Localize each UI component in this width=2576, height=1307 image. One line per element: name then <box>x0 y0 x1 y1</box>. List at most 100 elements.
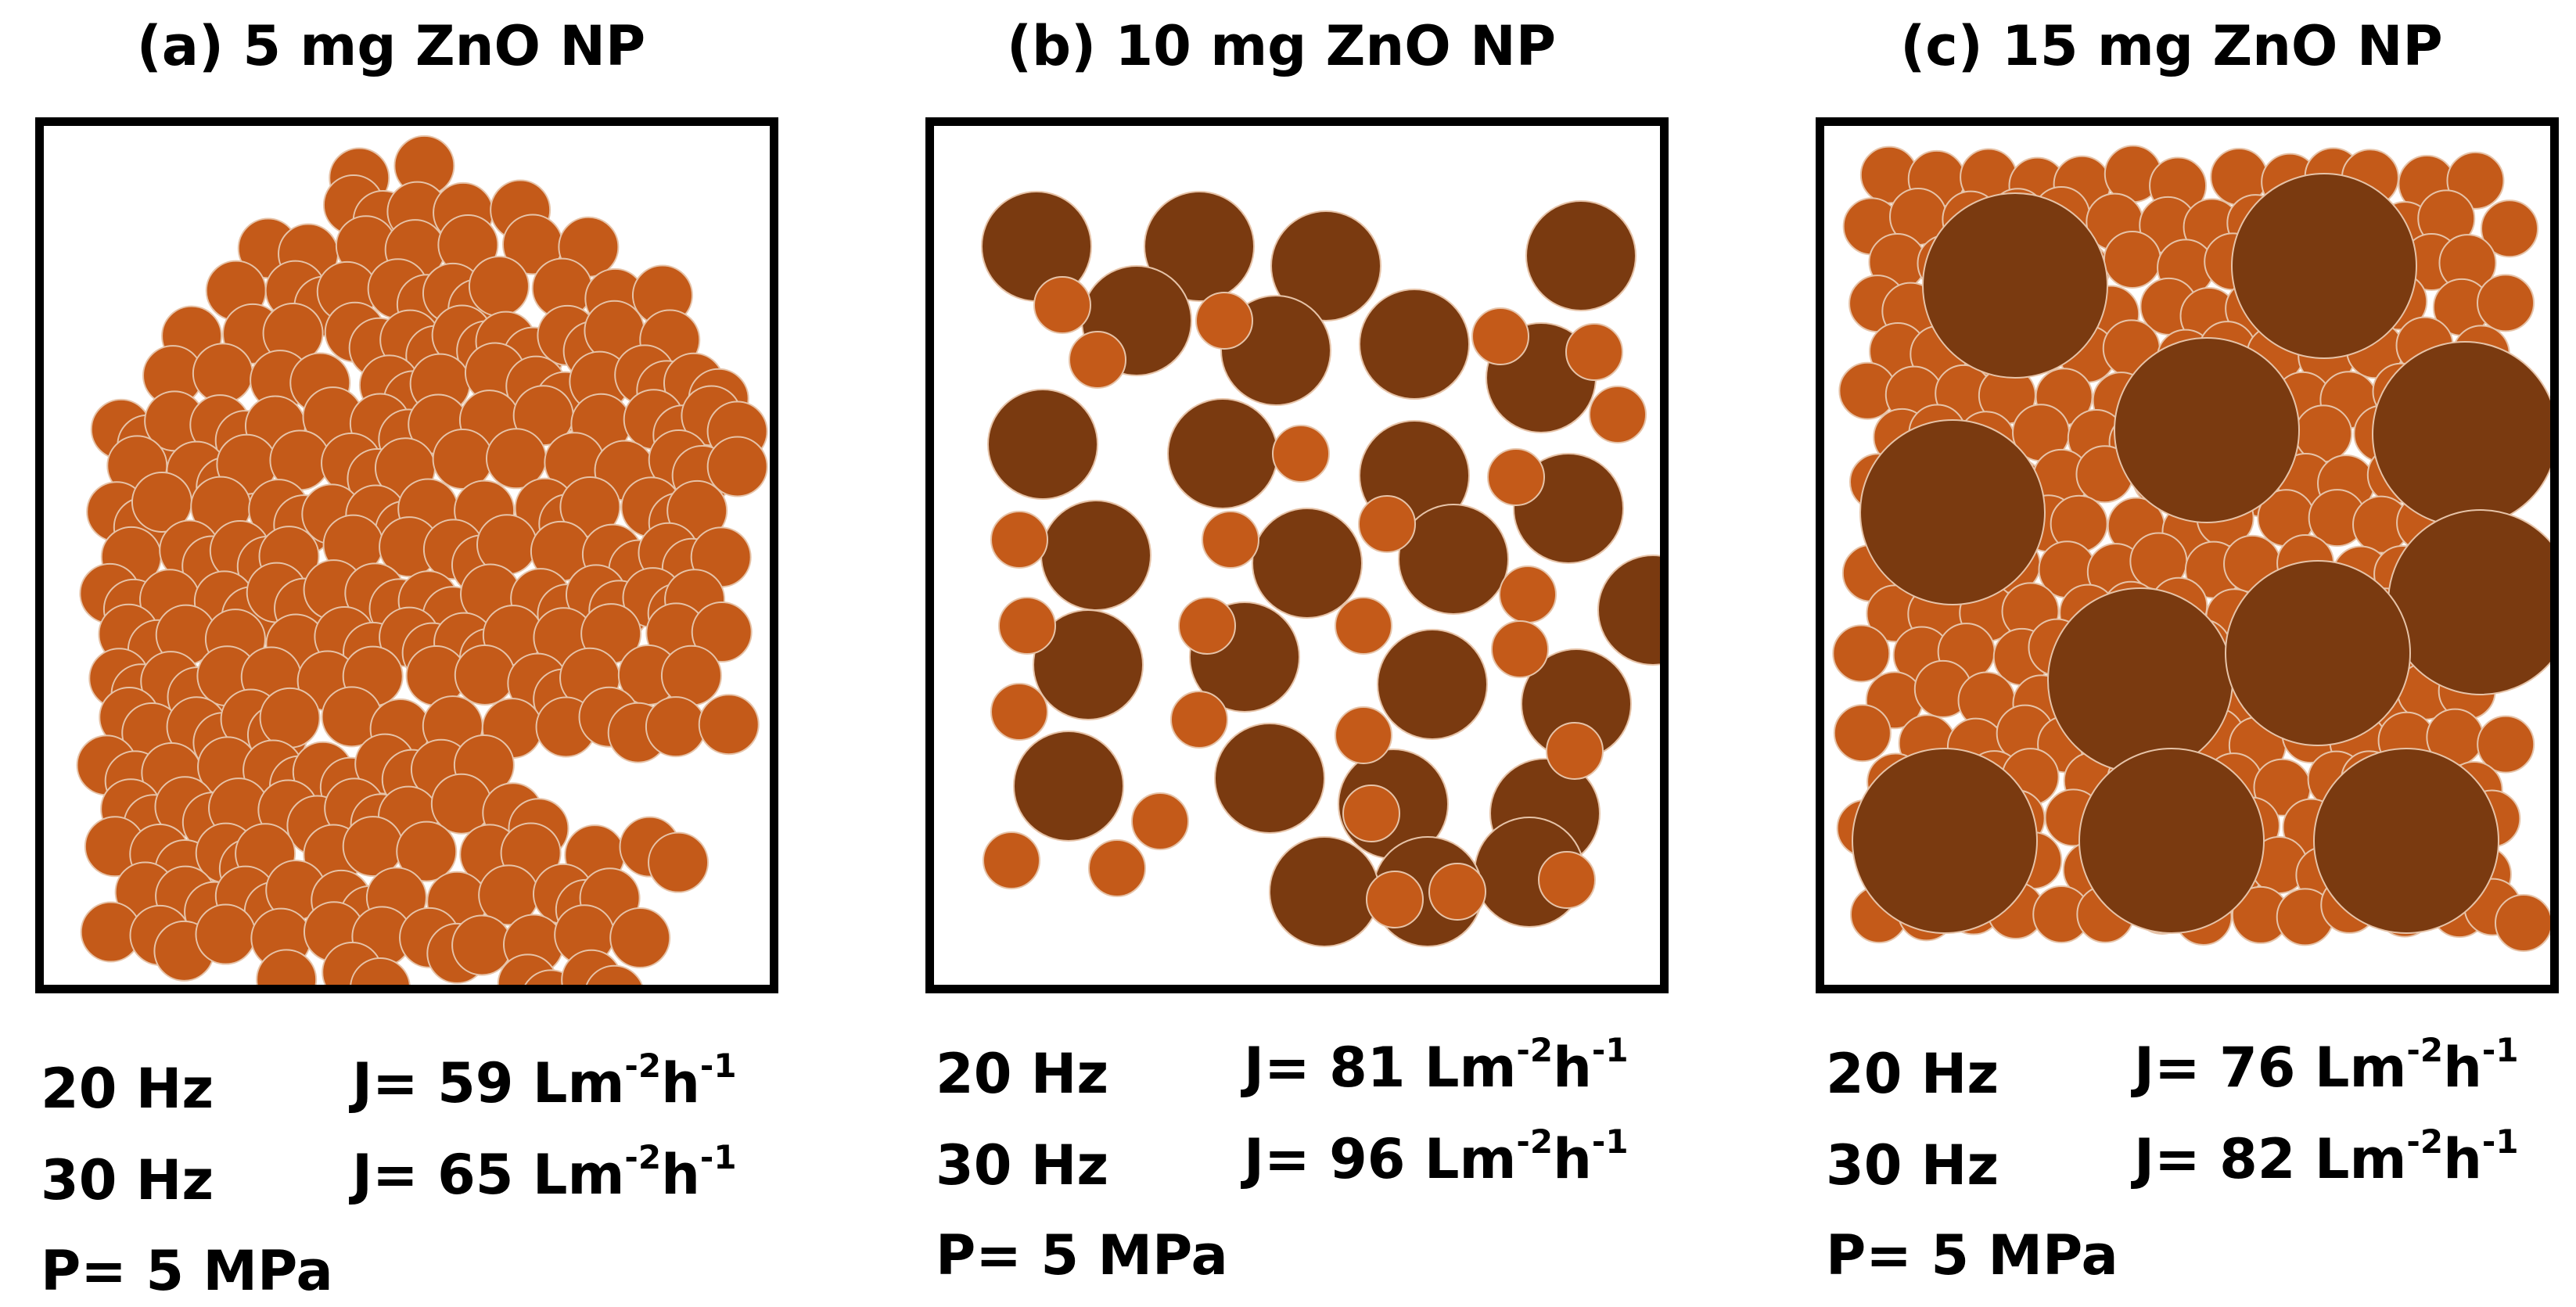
small-particle <box>451 914 513 976</box>
small-particle <box>1358 495 1416 553</box>
small-particle <box>1131 792 1189 850</box>
small-particle <box>1833 704 1892 763</box>
small-particle <box>1538 851 1596 909</box>
small-particle <box>1546 722 1604 780</box>
large-particle <box>1359 289 1470 400</box>
large-particle <box>1597 555 1660 666</box>
small-particle <box>454 644 516 706</box>
small-particle <box>1033 276 1091 334</box>
panel-a-freq-20: 20 Hz <box>41 1057 214 1121</box>
small-particle <box>396 820 458 882</box>
small-particle <box>1202 511 1259 569</box>
small-particle <box>998 597 1056 655</box>
large-particle <box>1922 192 2108 379</box>
large-particle <box>1377 629 1488 740</box>
large-particle <box>1270 210 1381 321</box>
small-particle <box>1366 871 1424 928</box>
panel-c-frame <box>1816 117 2559 993</box>
panel-c-flux-30: J= 82 Lm-2h-1 <box>2134 1122 2519 1191</box>
small-particle <box>1272 425 1330 483</box>
small-particle <box>1491 620 1549 678</box>
small-particle <box>259 687 321 749</box>
panel-a-frame <box>35 117 778 993</box>
large-particle <box>1852 748 2038 934</box>
panel-a: (a) 5 mg ZnO NP 20 Hz J= 59 Lm-2h-1 30 H… <box>0 0 782 1307</box>
small-particle <box>645 696 706 758</box>
panel-a-title: (a) 5 mg ZnO NP <box>136 14 646 78</box>
small-particle <box>2477 274 2535 332</box>
large-particle <box>1013 731 1124 842</box>
small-particle <box>2103 230 2161 289</box>
panel-a-flux-30: J= 65 Lm-2h-1 <box>352 1138 737 1207</box>
panel-a-flux-20: J= 59 Lm-2h-1 <box>352 1047 737 1115</box>
small-particle <box>2495 894 2550 952</box>
small-particle <box>195 903 257 965</box>
large-particle <box>2387 509 2550 695</box>
small-particle <box>256 949 318 985</box>
small-particle <box>2477 715 2535 774</box>
large-particle <box>2225 560 2411 746</box>
large-particle <box>2313 748 2499 934</box>
panel-c: (c) 15 mg ZnO NP 20 Hz J= 76 Lm-2h-1 30 … <box>1780 0 2563 1307</box>
panel-c-flux-20: J= 76 Lm-2h-1 <box>2134 1031 2519 1100</box>
panel-b-title: (b) 10 mg ZnO NP <box>1006 14 1557 78</box>
small-particle <box>1832 624 1891 683</box>
panel-c-freq-30: 30 Hz <box>1826 1133 1999 1197</box>
large-particle <box>1214 723 1325 834</box>
large-particle <box>1398 504 1509 615</box>
panel-c-freq-20: 20 Hz <box>1826 1042 1999 1106</box>
large-particle <box>1033 609 1144 720</box>
panel-c-title: (c) 15 mg ZnO NP <box>1900 14 2443 78</box>
panel-b-pressure: P= 5 MPa <box>936 1223 1228 1287</box>
large-particle <box>1269 836 1380 947</box>
small-particle <box>660 645 722 706</box>
small-particle <box>1170 691 1228 749</box>
large-particle <box>1525 200 1636 311</box>
small-particle <box>990 683 1048 741</box>
small-particle <box>2481 199 2539 258</box>
small-particle <box>698 694 760 756</box>
large-particle <box>987 389 1098 500</box>
panel-c-particles <box>1832 145 2550 952</box>
small-particle <box>1342 785 1400 842</box>
panel-a-particles <box>76 135 768 985</box>
small-particle <box>1589 386 1647 443</box>
large-particle <box>1144 191 1255 302</box>
small-particle <box>691 601 753 663</box>
small-particle <box>706 436 768 497</box>
small-particle <box>1428 863 1486 921</box>
small-particle <box>1088 839 1146 897</box>
small-particle <box>468 256 530 318</box>
large-particle <box>2114 337 2300 523</box>
panel-b-freq-20: 20 Hz <box>936 1042 1109 1106</box>
small-particle <box>609 907 671 969</box>
small-particle <box>1335 706 1392 764</box>
panel-c-pressure: P= 5 MPa <box>1826 1223 2118 1287</box>
small-particle <box>990 511 1048 569</box>
small-particle <box>1565 323 1623 381</box>
panel-a-pressure: P= 5 MPa <box>41 1239 333 1303</box>
large-particle <box>2078 748 2265 934</box>
large-particle <box>2372 341 2550 527</box>
panel-b-flux-20: J= 81 Lm-2h-1 <box>1244 1031 1629 1100</box>
panel-b-particles <box>981 191 1660 947</box>
small-particle <box>585 964 643 985</box>
panel-b-freq-30: 30 Hz <box>936 1133 1109 1197</box>
small-particle <box>1195 292 1253 350</box>
small-particle <box>350 957 411 985</box>
large-particle <box>1167 398 1278 509</box>
panel-b-flux-30: J= 96 Lm-2h-1 <box>1244 1122 1629 1191</box>
small-particle <box>983 831 1040 889</box>
large-particle <box>1252 508 1363 619</box>
large-particle <box>2047 587 2233 774</box>
panel-b-frame <box>925 117 1669 993</box>
large-particle <box>2231 173 2417 359</box>
panel-b: (b) 10 mg ZnO NP 20 Hz J= 81 Lm-2h-1 30 … <box>890 0 1672 1307</box>
small-particle <box>648 831 710 893</box>
panel-a-freq-30: 30 Hz <box>41 1148 214 1212</box>
small-particle <box>1069 331 1126 389</box>
small-particle <box>1178 597 1236 655</box>
small-particle <box>1487 448 1545 506</box>
small-particle <box>1335 597 1392 655</box>
small-particle <box>1499 566 1557 623</box>
